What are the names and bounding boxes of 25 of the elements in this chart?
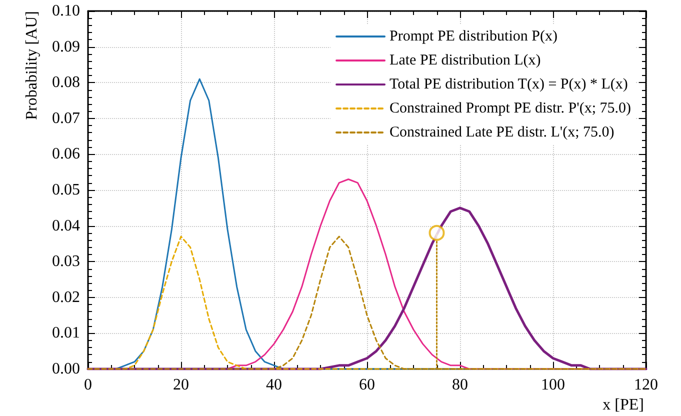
y-tick-label: 0.06: [52, 146, 80, 163]
legend-label: Late PE distribution L(x): [390, 52, 541, 68]
y-tick-label: 0.10: [52, 2, 80, 20]
y-tick-label: 0.01: [52, 324, 80, 342]
x-tick-label: 100: [541, 376, 565, 394]
y-tick-label: 0.04: [52, 217, 80, 234]
y-tick-label: 0.02: [52, 288, 80, 306]
x-tick-label: 60: [359, 376, 375, 394]
x-tick-label: 20: [173, 376, 189, 394]
legend-label: Constrained Prompt PE distr. P'(x; 75.0): [390, 100, 632, 116]
y-tick-label: 0.05: [52, 182, 80, 198]
y-tick-label: 0.07: [52, 110, 80, 127]
x-tick-label: 80: [452, 376, 468, 394]
y-tick-label: 0.00: [52, 360, 80, 378]
y-tick-label: 0.08: [52, 74, 80, 92]
y-axis-title: Probability [AU]: [24, 11, 40, 120]
legend-label: Constrained Late PE distr. L'(x; 75.0): [390, 124, 614, 140]
legend-label: Prompt PE distribution P(x): [390, 28, 558, 44]
legend-label: Total PE distribution T(x) = P(x) * L(x): [390, 76, 628, 92]
y-tick-label: 0.09: [52, 38, 80, 56]
x-tick-label: 40: [266, 376, 282, 394]
x-axis-title: x [PE]: [602, 396, 644, 414]
x-tick-label: 0: [84, 376, 92, 394]
y-tick-label: 0.03: [52, 253, 80, 270]
x-tick-label: 120: [634, 376, 658, 394]
